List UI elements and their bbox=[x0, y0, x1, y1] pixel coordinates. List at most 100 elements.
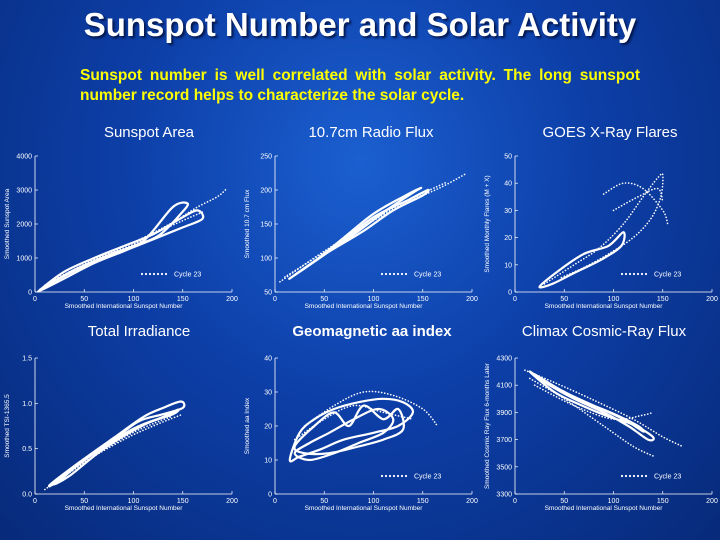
chart-total-irradiance: 0 50 100 150 200 0.0 0.5 1.0 1.5 Smoothed Interna… bbox=[0, 348, 240, 520]
y-tick-label: 4300 bbox=[496, 356, 512, 363]
x-tick-label: 0 bbox=[33, 296, 37, 303]
panel-title-total-irradiance: Total Irradiance bbox=[29, 323, 249, 340]
x-tick-label: 100 bbox=[128, 296, 140, 303]
y-tick-label: 250 bbox=[260, 154, 272, 161]
legend-marker-dot bbox=[393, 273, 395, 275]
y-tick-label: 40 bbox=[264, 356, 272, 363]
legend-label: Cycle 23 bbox=[174, 272, 201, 279]
legend-marker-dot bbox=[625, 273, 627, 275]
legend-marker-dot bbox=[145, 273, 147, 275]
y-tick-label: 0 bbox=[508, 290, 512, 297]
x-tick-label: 200 bbox=[226, 296, 238, 303]
x-tick-label: 200 bbox=[706, 498, 718, 505]
legend-marker-dot bbox=[397, 475, 399, 477]
x-tick-label: 50 bbox=[320, 296, 328, 303]
x-tick-label: 0 bbox=[513, 296, 517, 303]
legend-marker-dot bbox=[641, 273, 643, 275]
y-tick-label: 3300 bbox=[496, 492, 512, 499]
legend-marker-dot bbox=[405, 273, 407, 275]
legend-marker-dot bbox=[629, 475, 631, 477]
y-tick-label: 20 bbox=[504, 235, 512, 242]
y-tick-label: 50 bbox=[504, 154, 512, 161]
legend-marker-dot bbox=[385, 273, 387, 275]
y-tick-label: 0 bbox=[268, 492, 272, 499]
slide-title: Sunspot Number and Solar Activity bbox=[0, 6, 720, 44]
legend-marker-dot bbox=[633, 273, 635, 275]
x-tick-label: 200 bbox=[706, 296, 718, 303]
x-tick-label: 150 bbox=[177, 296, 189, 303]
y-tick-label: 20 bbox=[264, 424, 272, 431]
legend-marker-dot bbox=[645, 273, 647, 275]
x-tick-label: 100 bbox=[368, 296, 380, 303]
x-tick-label: 150 bbox=[417, 498, 429, 505]
x-axis-label: Smoothed International Sunspot Number bbox=[545, 303, 664, 310]
y-tick-label: 4000 bbox=[16, 154, 32, 161]
legend-marker-dot bbox=[161, 273, 163, 275]
panel-title-cosmic-ray: Climax Cosmic-Ray Flux bbox=[494, 323, 714, 340]
y-tick-label: 1.5 bbox=[22, 356, 32, 363]
x-axis-label: Smoothed International Sunspot Number bbox=[65, 505, 184, 512]
series-loop-1 bbox=[295, 190, 429, 275]
x-tick-label: 200 bbox=[226, 498, 238, 505]
y-tick-label: 0 bbox=[28, 290, 32, 297]
x-tick-label: 150 bbox=[657, 296, 669, 303]
x-tick-label: 50 bbox=[560, 296, 568, 303]
legend-marker-dot bbox=[633, 475, 635, 477]
y-tick-label: 10 bbox=[504, 262, 512, 269]
y-axis-label: Smoothed Monthly Flares (M + X) bbox=[484, 175, 491, 272]
x-tick-label: 0 bbox=[273, 296, 277, 303]
y-tick-label: 2000 bbox=[16, 222, 32, 229]
panel-title-radio-flux: 10.7cm Radio Flux bbox=[261, 124, 481, 141]
series-loop-1 bbox=[54, 410, 179, 485]
x-tick-label: 50 bbox=[80, 498, 88, 505]
panel-title-sunspot-area: Sunspot Area bbox=[39, 124, 259, 141]
legend-marker-dot bbox=[637, 273, 639, 275]
x-tick-label: 200 bbox=[466, 296, 478, 303]
y-axis-label: Smoothed TSI-1365.5 bbox=[4, 394, 11, 458]
y-tick-label: 100 bbox=[260, 256, 272, 263]
x-tick-label: 50 bbox=[320, 498, 328, 505]
x-axis-label: Smoothed International Sunspot Number bbox=[545, 505, 664, 512]
legend-marker-dot bbox=[641, 475, 643, 477]
panel-title-xray-flares: GOES X-Ray Flares bbox=[500, 124, 720, 141]
legend-marker-dot bbox=[381, 475, 383, 477]
y-tick-label: 1.0 bbox=[22, 401, 32, 408]
y-tick-label: 4100 bbox=[496, 383, 512, 390]
slide-subtitle: Sunspot number is well correlated with s… bbox=[80, 66, 640, 106]
x-tick-label: 100 bbox=[128, 498, 140, 505]
x-tick-label: 50 bbox=[80, 296, 88, 303]
y-tick-label: 30 bbox=[504, 208, 512, 215]
x-tick-label: 150 bbox=[417, 296, 429, 303]
legend-marker-dot bbox=[149, 273, 151, 275]
legend-marker-dot bbox=[141, 273, 143, 275]
x-axis-label: Smoothed International Sunspot Number bbox=[305, 505, 424, 512]
series-dotted-3 bbox=[614, 189, 663, 211]
y-tick-label: 40 bbox=[504, 181, 512, 188]
y-tick-label: 3500 bbox=[496, 464, 512, 471]
legend-marker-dot bbox=[629, 273, 631, 275]
y-tick-label: 50 bbox=[264, 290, 272, 297]
series-dotted-3 bbox=[530, 378, 653, 456]
legend-marker-dot bbox=[625, 475, 627, 477]
chart-cosmic-ray: 0 50 100 150 200 3300 3500 3700 3900 4100 4300 Smoo… bbox=[480, 348, 720, 520]
legend-marker-dot bbox=[165, 273, 167, 275]
legend-marker-dot bbox=[389, 475, 391, 477]
legend-marker-dot bbox=[397, 273, 399, 275]
y-tick-label: 10 bbox=[264, 458, 272, 465]
x-tick-label: 150 bbox=[657, 498, 669, 505]
legend-label: Cycle 23 bbox=[654, 474, 681, 481]
y-tick-label: 0.0 bbox=[22, 492, 32, 499]
legend-marker-dot bbox=[381, 273, 383, 275]
y-axis-label: Smoothed Sunspot Area bbox=[4, 188, 11, 259]
legend-marker-dot bbox=[645, 475, 647, 477]
legend-marker-dot bbox=[385, 475, 387, 477]
y-axis-label: Smoothed Cosmic Ray Flux 6-months Later bbox=[484, 362, 491, 489]
y-tick-label: 3000 bbox=[16, 188, 32, 195]
y-tick-label: 3900 bbox=[496, 410, 512, 417]
x-tick-label: 100 bbox=[608, 498, 620, 505]
x-tick-label: 50 bbox=[560, 498, 568, 505]
y-tick-label: 0.5 bbox=[22, 446, 32, 453]
